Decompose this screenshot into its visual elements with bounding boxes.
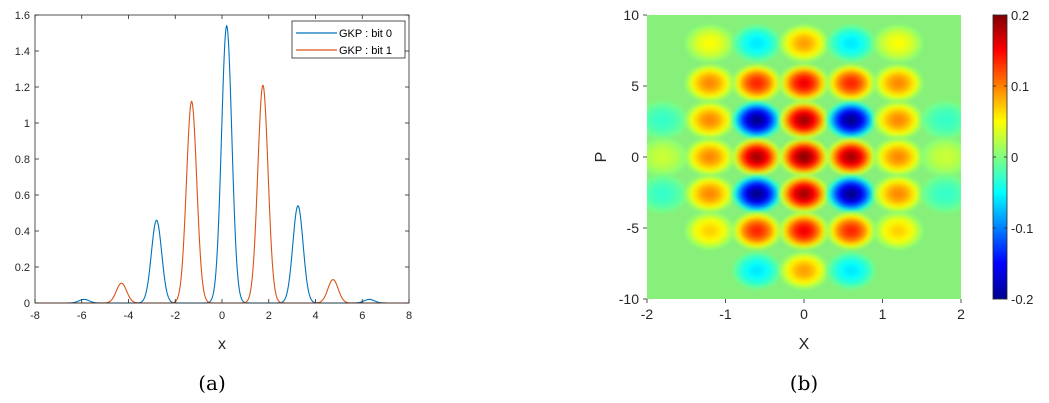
heatmap-spot xyxy=(685,212,735,250)
heatmap-spot xyxy=(873,212,923,250)
y-tick-label-a: 0.8 xyxy=(15,154,30,166)
colorbar-tick-label: -0.1 xyxy=(1011,221,1033,236)
y-tick-label-a: 1 xyxy=(24,118,30,130)
heatmap-spot xyxy=(826,251,876,290)
heatmap-spot xyxy=(732,101,782,139)
heatmap-spot xyxy=(779,64,829,102)
panel-caption-b: (b) xyxy=(790,371,818,395)
heatmap-spot xyxy=(873,101,923,139)
colorbar-tick-group: -0.2 -0.1 0 0.1 0.2 xyxy=(993,8,1033,307)
heatmap-spot xyxy=(732,251,782,290)
heatmap-spot xyxy=(685,175,735,213)
heatmap-spot xyxy=(732,138,782,176)
heatmap-spot xyxy=(685,101,735,139)
plot-area-a xyxy=(35,15,409,303)
x-tick-label-a: -6 xyxy=(77,310,87,322)
colorbar-tick-label: -0.2 xyxy=(1011,292,1033,307)
x-tick-label-a: -8 xyxy=(30,310,40,322)
x-tick-label-b: -2 xyxy=(641,306,654,322)
heatmap-spot xyxy=(920,175,961,213)
y-tick-label-a: 0.6 xyxy=(15,190,30,202)
heatmap-spot xyxy=(779,24,829,63)
heatmap-spot xyxy=(873,64,923,102)
heatmap-spot xyxy=(779,101,829,139)
heatmap-spot xyxy=(647,175,688,213)
heatmap-spot xyxy=(779,138,829,176)
x-axis-label-b: X xyxy=(799,336,810,353)
legend-label-bit0: GKP : bit 0 xyxy=(339,28,392,40)
x-tick-label-a: 4 xyxy=(312,310,318,322)
heatmap-spot xyxy=(732,64,782,102)
heatmap-spot xyxy=(732,212,782,250)
heatmap-spot xyxy=(826,212,876,250)
heatmap-spot xyxy=(873,175,923,213)
heatmap-spot xyxy=(685,24,735,63)
y-tick-label-b: 10 xyxy=(623,7,639,23)
x-tick-label-a: -4 xyxy=(124,310,134,322)
y-tick-label-a: 0.2 xyxy=(15,262,30,274)
y-tick-label-a: 0.4 xyxy=(15,226,30,238)
y-tick-label-b: 0 xyxy=(631,149,639,165)
x-tick-label-b: 1 xyxy=(879,306,887,322)
y-tick-label-a: 1.6 xyxy=(15,10,30,22)
heatmap-spot xyxy=(779,212,829,250)
heatmap-spot xyxy=(826,101,876,139)
x-tick-label-a: 6 xyxy=(359,310,365,322)
legend-box xyxy=(291,20,406,59)
heatmap-spot xyxy=(732,24,782,63)
y-axis-label-b: P xyxy=(593,152,610,163)
x-tick-label-b: -1 xyxy=(719,306,732,322)
heatmap-spot xyxy=(873,24,923,63)
tick-group-a: -8 -6 -4 -2 0 2 4 6 8 0 0.2 0.4 0.6 0.8 1 1.2 1.4 1.6 xyxy=(15,10,412,322)
colorbar-tick-label: 0.1 xyxy=(1011,79,1029,94)
line-chart-panel: -8 -6 -4 -2 0 2 4 6 8 0 0.2 0.4 0.6 0.8 1 1.2 1.4 1.6 x G… xyxy=(15,10,412,395)
legend-label-bit1: GKP : bit 1 xyxy=(339,45,392,57)
heatmap-spot xyxy=(779,251,829,290)
heatmap-spot xyxy=(826,138,876,176)
y-tick-label-a: 1.2 xyxy=(15,82,30,94)
y-tick-label-b: -5 xyxy=(627,220,640,236)
y-tick-label-a: 1.4 xyxy=(15,46,30,58)
heatmap-spot xyxy=(779,175,829,213)
heatmap-spot xyxy=(647,138,688,176)
x-tick-label-a: -2 xyxy=(170,310,180,322)
heatmap-spot xyxy=(873,138,923,176)
x-tick-label-a: 0 xyxy=(219,310,225,322)
heatmap-spot xyxy=(826,24,876,63)
colorbar xyxy=(993,15,1007,299)
heatmap-spot xyxy=(826,175,876,213)
x-tick-label-a: 8 xyxy=(406,310,412,322)
heatmap-spot xyxy=(826,64,876,102)
colorbar-tick-label: 0.2 xyxy=(1011,8,1029,23)
x-tick-label-b: 0 xyxy=(800,306,808,322)
x-tick-label-b: 2 xyxy=(957,306,965,322)
x-axis-label-a: x xyxy=(218,336,226,353)
heatmap-spot xyxy=(732,175,782,213)
x-tick-label-a: 2 xyxy=(266,310,272,322)
y-tick-label-a: 0 xyxy=(24,298,30,310)
heatmap-spot xyxy=(920,101,961,139)
panel-caption-a: (a) xyxy=(198,371,226,395)
y-tick-label-b: -10 xyxy=(619,291,639,307)
legend-a: GKP : bit 0 GKP : bit 1 xyxy=(291,20,406,59)
heatmap-spot xyxy=(685,138,735,176)
heatmap-cells xyxy=(647,24,961,290)
colorbar-tick-label: 0 xyxy=(1011,150,1018,165)
y-tick-label-b: 5 xyxy=(631,78,639,94)
heatmap-spot xyxy=(685,64,735,102)
heatmap-spot xyxy=(647,101,688,139)
heatmap-spot xyxy=(920,138,961,176)
